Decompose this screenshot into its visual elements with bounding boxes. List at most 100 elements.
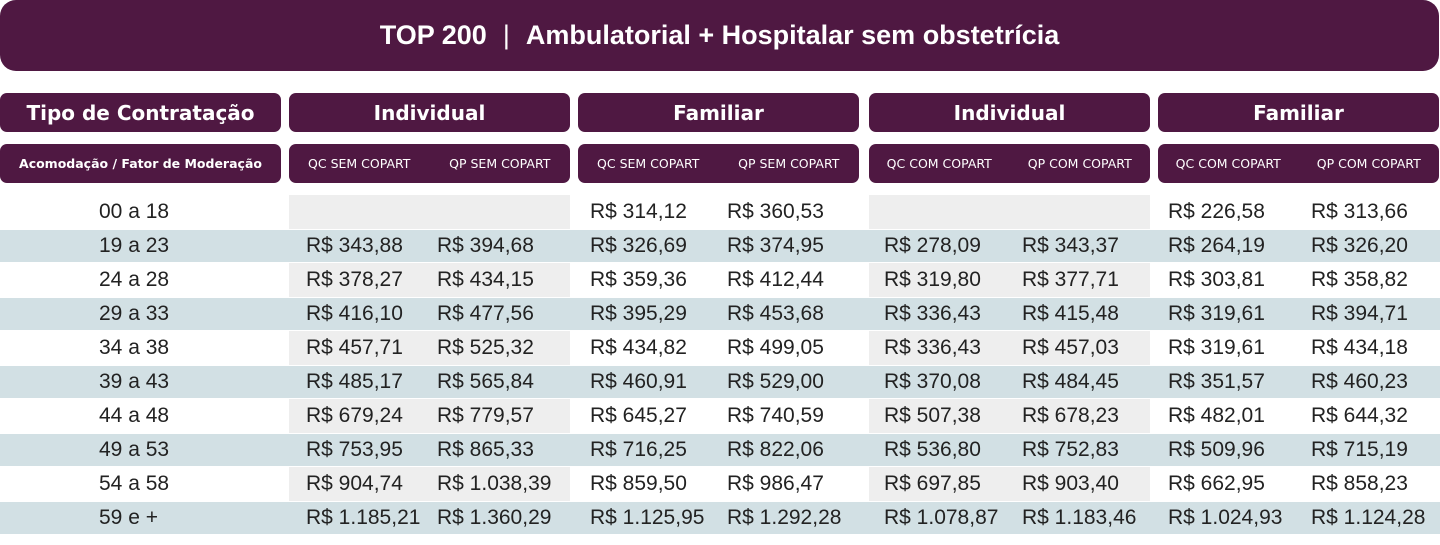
table-title: TOP 200 | Ambulatorial + Hospitalar sem … bbox=[0, 0, 1439, 71]
column-shade bbox=[289, 331, 570, 365]
price-cell: R$ 1.125,95 bbox=[590, 506, 705, 529]
price-cell: R$ 662,95 bbox=[1168, 472, 1265, 495]
column-shade bbox=[289, 263, 570, 297]
age-range: 00 a 18 bbox=[99, 200, 170, 223]
price-cell: R$ 359,36 bbox=[590, 268, 687, 291]
price-cell: R$ 859,50 bbox=[590, 472, 687, 495]
price-cell: R$ 394,68 bbox=[437, 234, 534, 257]
price-cell: R$ 822,06 bbox=[727, 438, 824, 461]
row-stripe bbox=[0, 502, 1440, 534]
title-left: TOP 200 bbox=[379, 20, 487, 50]
price-cell: R$ 453,68 bbox=[727, 302, 824, 325]
price-cell: R$ 865,33 bbox=[437, 438, 534, 461]
age-range: 44 a 48 bbox=[99, 404, 170, 427]
row-stripe bbox=[0, 434, 1440, 466]
price-cell: R$ 509,96 bbox=[1168, 438, 1265, 461]
price-cell: R$ 565,84 bbox=[437, 370, 534, 393]
group-subheader: QC SEM COPART QP SEM COPART bbox=[578, 144, 859, 183]
price-cell: R$ 499,05 bbox=[727, 336, 824, 359]
price-cell: R$ 753,95 bbox=[306, 438, 403, 461]
age-range: 59 e + bbox=[99, 506, 158, 529]
price-cell: R$ 351,57 bbox=[1168, 370, 1265, 393]
price-cell: R$ 679,24 bbox=[306, 404, 403, 427]
age-range: 29 a 33 bbox=[99, 302, 170, 325]
price-cell: R$ 482,01 bbox=[1168, 404, 1265, 427]
price-cell: R$ 326,20 bbox=[1311, 234, 1408, 257]
group-subheader: QC COM COPART QP COM COPART bbox=[1158, 144, 1439, 183]
price-cell: R$ 314,12 bbox=[590, 200, 687, 223]
column-shade bbox=[289, 467, 570, 501]
age-range: 19 a 23 bbox=[99, 234, 170, 257]
subheader-label: QP COM COPART bbox=[1316, 156, 1421, 171]
price-cell: R$ 319,80 bbox=[884, 268, 981, 291]
price-cell: R$ 1.038,39 bbox=[437, 472, 552, 495]
price-cell: R$ 415,48 bbox=[1022, 302, 1119, 325]
subheader-label: QC COM COPART bbox=[886, 156, 992, 171]
column-shade bbox=[289, 195, 570, 229]
price-cell: R$ 434,18 bbox=[1311, 336, 1408, 359]
price-cell: R$ 226,58 bbox=[1168, 200, 1265, 223]
price-cell: R$ 525,32 bbox=[437, 336, 534, 359]
price-cell: R$ 752,83 bbox=[1022, 438, 1119, 461]
price-cell: R$ 416,10 bbox=[306, 302, 403, 325]
title-right: Ambulatorial + Hospitalar sem obstetríci… bbox=[525, 20, 1060, 50]
group-header: Individual bbox=[289, 93, 570, 132]
price-cell: R$ 343,37 bbox=[1022, 234, 1119, 257]
price-cell: R$ 477,56 bbox=[437, 302, 534, 325]
price-cell: R$ 264,19 bbox=[1168, 234, 1265, 257]
subheader-label: QC SEM COPART bbox=[597, 156, 700, 171]
group-subheader: QC COM COPART QP COM COPART bbox=[869, 144, 1150, 183]
price-cell: R$ 903,40 bbox=[1022, 472, 1119, 495]
age-range: 34 a 38 bbox=[99, 336, 170, 359]
header-accommodation: Acomodação / Fator de Moderação bbox=[0, 144, 281, 183]
price-cell: R$ 1.360,29 bbox=[437, 506, 552, 529]
price-cell: R$ 697,85 bbox=[884, 472, 981, 495]
price-cell: R$ 395,29 bbox=[590, 302, 687, 325]
price-cell: R$ 1.078,87 bbox=[884, 506, 999, 529]
age-range: 54 a 58 bbox=[99, 472, 170, 495]
price-cell: R$ 779,57 bbox=[437, 404, 534, 427]
row-stripe bbox=[0, 298, 1440, 330]
price-cell: R$ 303,81 bbox=[1168, 268, 1265, 291]
column-shade bbox=[869, 399, 1150, 433]
price-cell: R$ 370,08 bbox=[884, 370, 981, 393]
price-cell: R$ 360,53 bbox=[727, 200, 824, 223]
subheader-label: QC SEM COPART bbox=[308, 156, 411, 171]
group-header: Familiar bbox=[578, 93, 859, 132]
price-cell: R$ 1.183,46 bbox=[1022, 506, 1137, 529]
price-cell: R$ 904,74 bbox=[306, 472, 403, 495]
age-range: 39 a 43 bbox=[99, 370, 170, 393]
price-cell: R$ 358,82 bbox=[1311, 268, 1408, 291]
price-cell: R$ 1.185,21 bbox=[306, 506, 421, 529]
column-shade bbox=[869, 331, 1150, 365]
price-cell: R$ 645,27 bbox=[590, 404, 687, 427]
price-cell: R$ 460,23 bbox=[1311, 370, 1408, 393]
price-cell: R$ 507,38 bbox=[884, 404, 981, 427]
row-stripe bbox=[0, 230, 1440, 262]
column-shade bbox=[869, 467, 1150, 501]
price-cell: R$ 1.124,28 bbox=[1311, 506, 1426, 529]
price-cell: R$ 377,71 bbox=[1022, 268, 1119, 291]
price-cell: R$ 460,91 bbox=[590, 370, 687, 393]
price-cell: R$ 394,71 bbox=[1311, 302, 1408, 325]
header-accommodation-label: Acomodação / Fator de Moderação bbox=[19, 156, 262, 171]
price-cell: R$ 336,43 bbox=[884, 336, 981, 359]
price-cell: R$ 326,69 bbox=[590, 234, 687, 257]
price-cell: R$ 484,45 bbox=[1022, 370, 1119, 393]
price-cell: R$ 278,09 bbox=[884, 234, 981, 257]
price-cell: R$ 319,61 bbox=[1168, 302, 1265, 325]
price-cell: R$ 319,61 bbox=[1168, 336, 1265, 359]
subheader-label: QP SEM COPART bbox=[449, 156, 551, 171]
group-header: Familiar bbox=[1158, 93, 1439, 132]
price-cell: R$ 336,43 bbox=[884, 302, 981, 325]
price-cell: R$ 485,17 bbox=[306, 370, 403, 393]
price-cell: R$ 716,25 bbox=[590, 438, 687, 461]
column-shade bbox=[289, 399, 570, 433]
group-header: Individual bbox=[869, 93, 1150, 132]
price-cell: R$ 715,19 bbox=[1311, 438, 1408, 461]
subheader-label: QP SEM COPART bbox=[738, 156, 840, 171]
group-subheader: QC SEM COPART QP SEM COPART bbox=[289, 144, 570, 183]
price-cell: R$ 343,88 bbox=[306, 234, 403, 257]
column-shade bbox=[869, 263, 1150, 297]
price-cell: R$ 644,32 bbox=[1311, 404, 1408, 427]
